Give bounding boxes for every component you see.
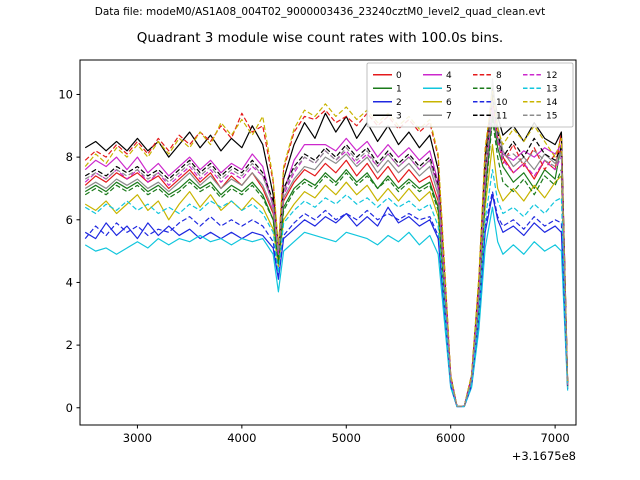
legend-label-1: 1 xyxy=(396,84,402,94)
xtick-label: 4000 xyxy=(227,431,256,445)
legend-label-7: 7 xyxy=(446,111,452,121)
legend-label-15: 15 xyxy=(546,111,557,121)
legend-label-10: 10 xyxy=(496,98,508,108)
ytick-label: 6 xyxy=(66,213,73,227)
legend-label-13: 13 xyxy=(546,84,557,94)
ticks-layer: 3000 4000 5000 6000 7000 0 2 4 6 8 10 +3.1675e8 xyxy=(58,87,576,463)
ytick-label: 4 xyxy=(66,275,73,289)
plot-frame xyxy=(79,59,577,426)
legend-label-11: 11 xyxy=(496,111,507,121)
legend-box xyxy=(366,62,574,128)
series-line-14 xyxy=(84,90,569,407)
series-line-10 xyxy=(84,190,569,408)
legend-label-9: 9 xyxy=(496,84,502,94)
legend-label-14: 14 xyxy=(546,98,558,108)
series-line-15 xyxy=(84,100,569,407)
axes-layer xyxy=(79,59,577,426)
series-line-5 xyxy=(84,206,569,408)
x-axis-offset-label: +3.1675e8 xyxy=(512,449,576,463)
legend-label-6: 6 xyxy=(446,98,452,108)
ytick-label: 2 xyxy=(66,338,73,352)
legend-label-5: 5 xyxy=(446,84,452,94)
ytick-label: 0 xyxy=(66,401,73,415)
series-line-13 xyxy=(84,169,569,408)
legend-label-12: 12 xyxy=(546,71,557,81)
series-line-9 xyxy=(84,118,569,407)
xtick-label: 5000 xyxy=(332,431,361,445)
datafile-label: Data file: modeM0/AS1A08_004T02_90000034… xyxy=(94,6,546,18)
series-layer xyxy=(84,78,569,408)
legend-label-8: 8 xyxy=(496,71,502,81)
ytick-label: 8 xyxy=(66,150,73,164)
series-line-2 xyxy=(84,194,569,408)
legend-label-3: 3 xyxy=(396,111,402,121)
legend-label-2: 2 xyxy=(396,98,402,108)
xtick-label: 6000 xyxy=(436,431,465,445)
page-title: Quadrant 3 module wise count rates with … xyxy=(136,30,504,46)
series-line-6 xyxy=(84,143,569,407)
legend-label-0: 0 xyxy=(396,71,402,81)
xtick-label: 3000 xyxy=(123,431,152,445)
xtick-label: 7000 xyxy=(540,431,569,445)
ytick-label: 10 xyxy=(58,87,73,101)
legend-label-4: 4 xyxy=(446,71,452,81)
